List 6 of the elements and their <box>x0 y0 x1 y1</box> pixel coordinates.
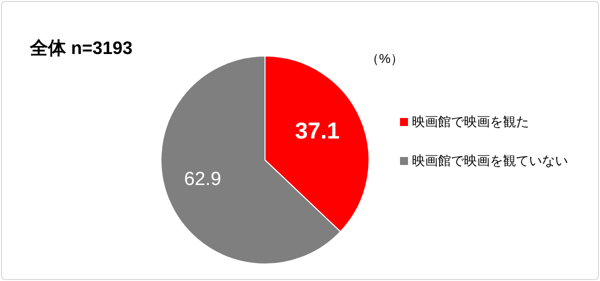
data-label: 62.9 <box>184 169 222 190</box>
data-label: 37.1 <box>294 117 340 144</box>
chart-title: 全体 n=3193 <box>30 37 133 60</box>
text: （%） <box>366 50 404 68</box>
legend-label: 映画館で映画を観た <box>412 113 529 131</box>
legend-label: 映画館で映画を観ていない <box>412 152 568 170</box>
